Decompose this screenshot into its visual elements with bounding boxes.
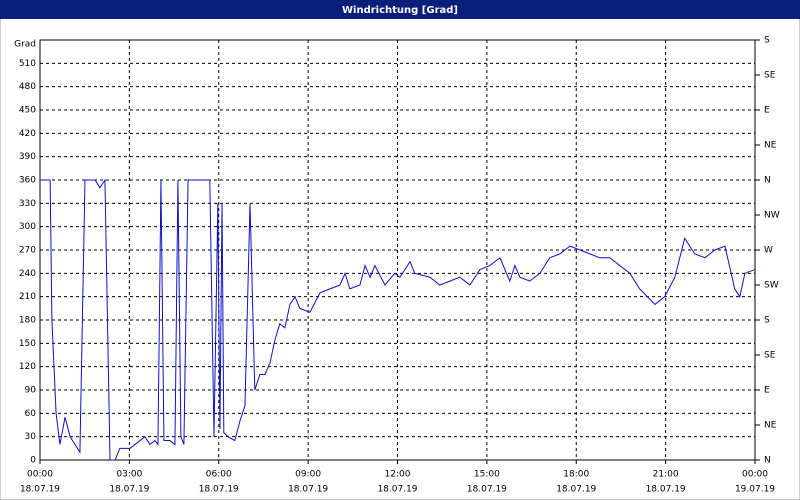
chart-title: Windrichtung [Grad] xyxy=(342,5,458,16)
x-tick-label: 06:00 xyxy=(206,470,232,480)
y-tick-label: 180 xyxy=(19,316,36,326)
y2-tick-label: N xyxy=(764,456,771,466)
x-tick-date: 18.07.19 xyxy=(646,485,686,495)
y-tick-label: 300 xyxy=(19,222,36,232)
x-tick-date: 18.07.19 xyxy=(377,485,417,495)
x-tick-label: 15:00 xyxy=(474,470,500,480)
y2-tick-label: E xyxy=(764,106,770,116)
y-tick-label: 90 xyxy=(25,386,37,396)
y-tick-label: 480 xyxy=(19,82,36,92)
title-bar xyxy=(0,0,800,19)
y2-tick-label: S xyxy=(764,36,770,46)
y2-tick-label: W xyxy=(764,246,773,256)
y-tick-label: 150 xyxy=(19,339,36,349)
x-tick-label: 00:00 xyxy=(742,470,768,480)
x-tick-label: 12:00 xyxy=(385,470,411,480)
y-tick-label: 30 xyxy=(25,432,37,442)
y2-tick-label: SE xyxy=(764,351,776,361)
x-tick-date: 18.07.19 xyxy=(199,485,239,495)
y2-tick-label: S xyxy=(764,316,770,326)
x-tick-date: 18.07.19 xyxy=(288,485,328,495)
series-line xyxy=(40,178,756,461)
y2-tick-label: NW xyxy=(764,211,780,221)
y-tick-label: 210 xyxy=(19,292,36,302)
y2-tick-label: NE xyxy=(764,421,777,431)
y-tick-label: 420 xyxy=(19,129,36,139)
y-tick-label: 510 xyxy=(19,59,36,69)
y-tick-label: 120 xyxy=(19,362,36,372)
x-tick-label: 03:00 xyxy=(116,470,142,480)
x-tick-label: 18:00 xyxy=(563,470,589,480)
x-tick-date: 18.07.19 xyxy=(556,485,596,495)
x-tick-label: 09:00 xyxy=(295,470,321,480)
y-tick-label: 270 xyxy=(19,246,36,256)
y2-tick-label: NE xyxy=(764,141,777,151)
x-tick-date: 18.07.19 xyxy=(109,485,149,495)
y-tick-label: 60 xyxy=(25,409,37,419)
plot-border xyxy=(39,39,756,461)
y-tick-label: 450 xyxy=(19,106,36,116)
x-tick-date: 18.07.19 xyxy=(20,485,60,495)
y-tick-label: 330 xyxy=(19,199,36,209)
y2-tick-label: SW xyxy=(764,281,779,291)
x-tick-date: 18.07.19 xyxy=(467,485,507,495)
y2-tick-label: SE xyxy=(764,71,776,81)
y2-tick-label: N xyxy=(764,176,771,186)
y-axis-label: Grad xyxy=(14,40,36,50)
y-tick-label: 240 xyxy=(19,269,36,279)
y2-tick-label: E xyxy=(764,386,770,396)
y-tick-label: 0 xyxy=(30,456,36,466)
x-tick-label: 21:00 xyxy=(653,470,679,480)
y-tick-label: 390 xyxy=(19,152,36,162)
x-tick-label: 00:00 xyxy=(27,470,53,480)
y-tick-label: 360 xyxy=(19,176,36,186)
x-tick-date: 19.07.19 xyxy=(735,485,775,495)
